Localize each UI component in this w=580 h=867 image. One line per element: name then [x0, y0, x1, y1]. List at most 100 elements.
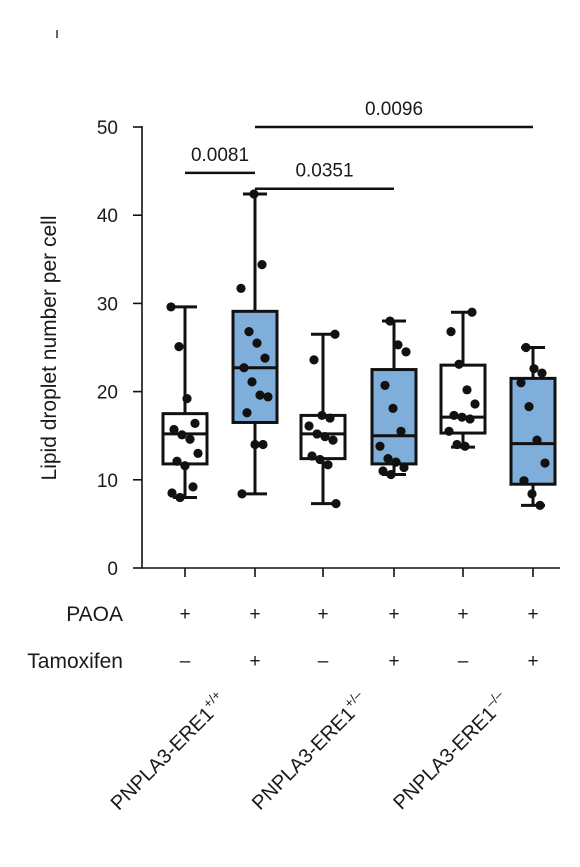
data-point	[312, 429, 322, 439]
data-point	[386, 469, 396, 480]
box-4	[370, 316, 418, 480]
data-point	[380, 380, 390, 391]
data-point	[182, 394, 192, 404]
data-point	[193, 448, 203, 458]
data-point	[190, 418, 200, 428]
treatment-sign: +	[457, 604, 468, 625]
data-point	[236, 283, 246, 294]
data-point	[239, 363, 249, 373]
data-point	[516, 378, 526, 388]
data-point	[174, 342, 184, 352]
data-point	[470, 399, 480, 409]
data-point	[244, 327, 254, 337]
box-1	[161, 302, 209, 503]
data-point	[237, 489, 247, 499]
y-axis-title: Lipid droplet number per cell	[38, 216, 61, 481]
treatment-sign: –	[318, 651, 329, 672]
data-point	[396, 426, 406, 436]
data-point	[378, 466, 388, 476]
data-point	[527, 489, 537, 499]
data-point	[330, 329, 340, 339]
box-6	[509, 342, 557, 510]
data-point	[177, 430, 187, 440]
group-name: PNPLA3-ERE1	[389, 703, 500, 814]
data-point	[452, 439, 462, 450]
data-point	[323, 460, 333, 470]
y-tick-label: 20	[97, 383, 118, 404]
data-point	[401, 347, 411, 357]
data-point	[169, 424, 179, 435]
data-point	[252, 338, 262, 348]
data-point	[467, 307, 477, 317]
data-point	[535, 500, 545, 510]
data-point	[529, 364, 539, 374]
data-point	[167, 488, 177, 498]
treatment-rows: PAOA + + + + + + Tamoxifen – + – + – +	[27, 603, 538, 673]
treatment-sign: +	[388, 651, 399, 672]
data-point	[524, 401, 534, 412]
data-point	[537, 368, 547, 378]
group-label-3: PNPLA3-ERE1–/–	[386, 687, 514, 815]
p-value-label: 0.0096	[365, 99, 423, 120]
box-2	[231, 189, 279, 499]
data-point	[315, 454, 325, 465]
box-5	[439, 307, 487, 451]
axes: 0 10 20 30 40 50 Lipid droplet number per cell	[38, 118, 560, 580]
significance-bars: 0.0081 0.0351 0.0096	[185, 99, 533, 190]
treatment-sign: –	[458, 651, 469, 672]
data-point	[331, 499, 341, 509]
data-point	[317, 410, 327, 421]
p-value-label: 0.0081	[191, 145, 249, 166]
box-3	[299, 329, 347, 509]
group-name: PNPLA3-ERE1	[248, 703, 359, 814]
data-point	[399, 462, 409, 473]
iqr-box	[509, 376, 557, 486]
data-point	[532, 435, 542, 445]
data-point	[242, 408, 252, 418]
data-point	[383, 454, 393, 464]
data-point	[444, 426, 454, 436]
treatment-sign: +	[388, 604, 399, 625]
group-label-2: PNPLA3-ERE1+/–	[245, 687, 373, 815]
data-point	[388, 403, 398, 413]
data-point	[519, 476, 529, 486]
data-point	[391, 457, 401, 467]
p-value-label: 0.0351	[295, 161, 353, 182]
data-point	[180, 461, 190, 471]
data-point	[304, 421, 314, 431]
data-point	[540, 458, 550, 468]
data-point	[249, 189, 259, 199]
data-point	[454, 359, 464, 369]
treatment-sign: +	[249, 651, 260, 672]
group-label-1: PNPLA3-ERE1+/+	[104, 687, 232, 815]
y-tick-label: 30	[97, 294, 118, 315]
data-point	[521, 342, 531, 353]
row-label-2: Tamoxifen	[27, 650, 123, 673]
y-tick-label: 0	[107, 559, 118, 580]
y-tick-label: 10	[97, 471, 118, 492]
data-point	[385, 316, 395, 326]
data-point	[250, 439, 260, 450]
data-point	[257, 259, 267, 270]
treatment-sign: –	[180, 651, 191, 672]
data-point	[263, 392, 273, 402]
data-point	[375, 441, 385, 451]
y-tick-label: 40	[97, 206, 118, 227]
data-point	[393, 340, 403, 350]
y-tick-label: 50	[97, 118, 118, 139]
data-point	[185, 434, 195, 444]
treatment-sign: +	[527, 651, 538, 672]
treatment-sign: +	[527, 604, 538, 625]
data-point	[188, 482, 198, 492]
data-point	[328, 435, 338, 445]
boxes	[161, 189, 557, 510]
data-point	[309, 355, 319, 365]
iqr-box	[439, 363, 487, 435]
data-point	[325, 413, 335, 423]
data-point	[462, 385, 472, 395]
treatment-sign: +	[249, 604, 260, 625]
data-point	[457, 412, 467, 422]
data-point	[446, 327, 456, 337]
data-point	[166, 302, 176, 312]
